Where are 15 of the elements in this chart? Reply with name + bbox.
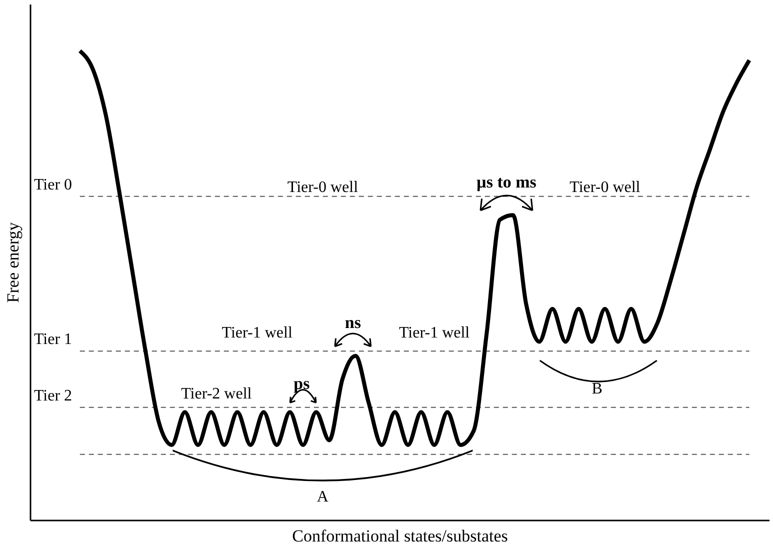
- annotation: Tier-1 well: [222, 324, 293, 342]
- x-axis-title: Conformational states/substates: [292, 526, 508, 546]
- annotation: ns: [344, 312, 362, 332]
- ref-line-label: Tier 0: [34, 176, 72, 194]
- ref-line-label: Tier 1: [34, 331, 72, 348]
- annotation: ps: [294, 374, 310, 393]
- ref-line-label: Tier 2: [34, 387, 72, 404]
- annotation: Tier-0 well: [287, 178, 359, 196]
- annotation: Tier-0 well: [570, 178, 641, 196]
- annotation: Tier-1 well: [398, 324, 470, 342]
- y-axis-title: Free energy: [4, 222, 22, 303]
- annotation: Tier-2 well: [181, 385, 252, 402]
- annotation: µs to ms: [476, 172, 537, 192]
- annotation: B: [592, 380, 602, 398]
- annotation: A: [316, 488, 329, 506]
